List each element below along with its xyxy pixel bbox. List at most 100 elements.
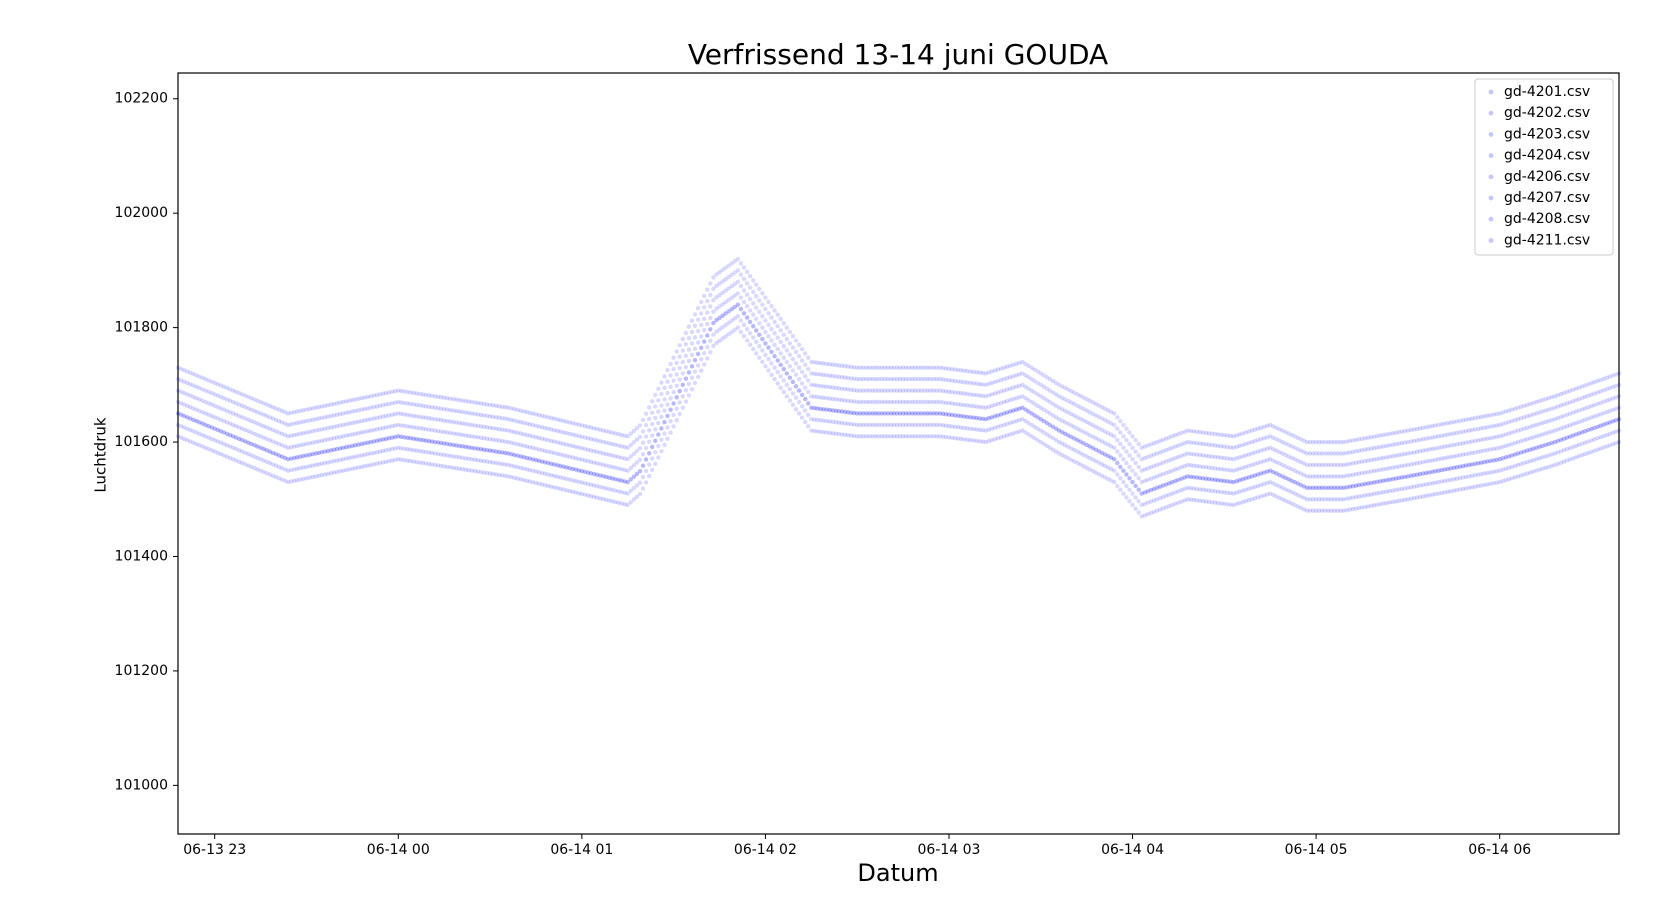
data-point — [1222, 478, 1227, 484]
data-point — [1491, 435, 1496, 440]
data-point — [1583, 417, 1588, 422]
data-point — [1534, 399, 1539, 405]
data-point — [506, 474, 511, 479]
data-point — [362, 452, 367, 457]
data-point — [390, 389, 395, 394]
data-point — [836, 374, 841, 379]
data-point — [827, 373, 832, 378]
data-point — [931, 399, 936, 405]
data-point — [1598, 423, 1603, 428]
data-point — [729, 306, 734, 312]
data-point — [1124, 437, 1129, 443]
data-point — [215, 450, 220, 456]
data-point — [956, 425, 961, 430]
data-point — [861, 411, 866, 416]
data-point — [1060, 407, 1065, 412]
data-point — [442, 441, 447, 446]
data-point — [1277, 427, 1282, 432]
data-point — [1240, 499, 1245, 505]
data-point — [1023, 361, 1028, 367]
data-point — [212, 426, 217, 431]
data-point — [1056, 439, 1062, 445]
data-point — [1295, 447, 1301, 452]
data-point — [1482, 459, 1487, 465]
data-point — [845, 421, 851, 426]
data-point — [310, 474, 315, 480]
data-point — [1463, 451, 1469, 457]
data-point — [1148, 453, 1154, 458]
data-point — [1115, 426, 1120, 431]
data-point — [818, 372, 823, 377]
data-point — [699, 322, 704, 328]
data-point — [194, 384, 199, 389]
data-point — [1157, 438, 1163, 444]
data-point — [530, 457, 536, 462]
data-point — [732, 327, 737, 332]
data-point — [267, 415, 272, 420]
data-point — [1552, 462, 1558, 468]
data-point — [1044, 420, 1050, 426]
data-point — [1393, 464, 1398, 470]
data-point — [607, 487, 612, 492]
data-point — [478, 447, 484, 452]
data-point — [876, 422, 881, 428]
data-point — [561, 487, 566, 492]
data-point — [937, 388, 942, 393]
data-point — [1506, 442, 1512, 448]
data-point — [1592, 425, 1597, 431]
data-point — [1206, 499, 1212, 505]
data-point — [1332, 462, 1337, 468]
data-point — [965, 414, 970, 420]
data-point — [1607, 397, 1613, 402]
data-point — [188, 393, 193, 398]
data-point — [178, 389, 184, 394]
data-point — [313, 428, 318, 433]
data-point — [362, 464, 367, 469]
data-point — [928, 376, 933, 382]
data-point — [579, 423, 584, 428]
data-point — [1179, 487, 1184, 493]
data-point — [757, 309, 762, 315]
data-point — [949, 412, 955, 418]
data-point — [959, 402, 964, 407]
data-point — [472, 446, 477, 451]
data-point — [1099, 462, 1105, 467]
data-point — [1252, 438, 1258, 444]
data-point — [989, 426, 994, 431]
data-point — [956, 413, 961, 418]
data-point — [1335, 462, 1340, 468]
data-point — [289, 456, 294, 461]
data-point — [246, 394, 251, 400]
data-point — [579, 468, 584, 474]
data-point — [1335, 474, 1340, 479]
data-point — [916, 388, 921, 393]
data-point — [206, 424, 211, 429]
data-point — [512, 429, 517, 435]
data-point — [781, 389, 786, 395]
data-point — [1191, 475, 1196, 480]
data-point — [1341, 497, 1346, 502]
data-point — [977, 416, 982, 421]
data-point — [1213, 477, 1218, 482]
data-point — [1179, 442, 1184, 447]
data-point — [564, 430, 569, 436]
data-point — [399, 411, 404, 417]
data-point — [741, 299, 747, 305]
data-point — [974, 415, 979, 421]
data-point — [518, 431, 523, 436]
data-point — [1414, 495, 1420, 500]
data-point — [298, 454, 303, 459]
data-point — [230, 399, 236, 405]
data-point — [634, 471, 640, 477]
data-point — [328, 448, 334, 453]
data-point — [313, 439, 318, 445]
data-point — [1604, 444, 1610, 449]
data-point — [215, 393, 220, 398]
data-point — [1197, 464, 1203, 469]
data-point — [821, 407, 826, 412]
data-point — [454, 397, 459, 402]
data-point — [1378, 444, 1383, 450]
data-point — [1029, 399, 1034, 405]
data-point — [1099, 427, 1105, 433]
data-point — [1607, 420, 1613, 425]
